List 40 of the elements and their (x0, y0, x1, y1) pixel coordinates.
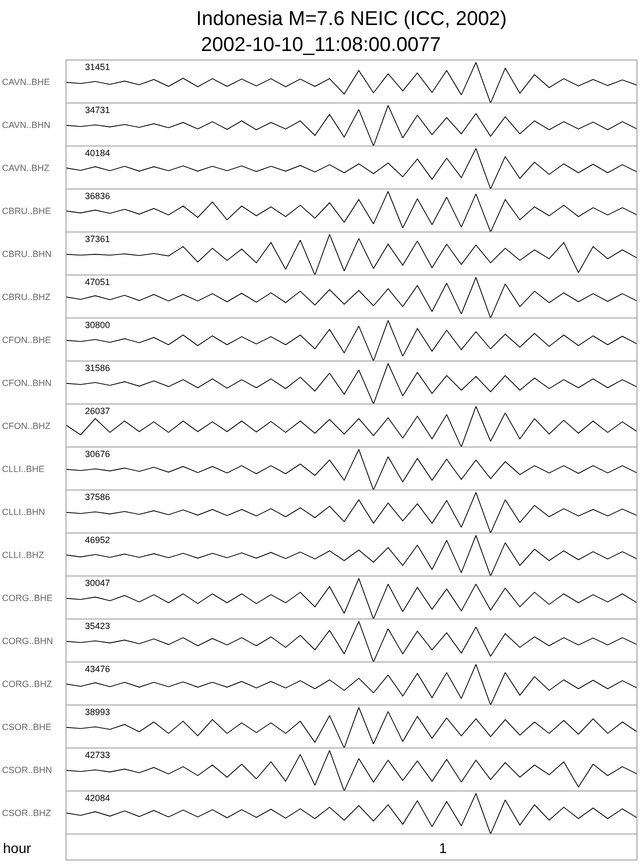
annotation: 30800 (85, 320, 110, 330)
y-axis-title: CBRU..BHN (2, 249, 52, 259)
annotation: 42733 (85, 750, 110, 760)
x-axis-title: hour (3, 840, 32, 856)
y-axis-title: CORG..BHE (2, 593, 53, 603)
y-axis-title: CLLI..BHN (2, 507, 46, 517)
annotation: 42084 (85, 793, 110, 803)
annotation: 35423 (85, 621, 110, 631)
y-axis-title: CBRU..BHE (2, 206, 52, 216)
y-axis-title: CFON..BHE (2, 335, 52, 345)
y-axis-title: CSOR..BHN (2, 765, 52, 775)
annotation: 46952 (85, 535, 110, 545)
annotation: 38993 (85, 707, 110, 717)
y-axis-title: CAVN..BHE (2, 77, 50, 87)
y-axis-title: CLLI..BHZ (2, 550, 45, 560)
y-axis-title: CLLI..BHE (2, 464, 45, 474)
y-axis-title: CSOR..BHE (2, 722, 52, 732)
chart-subtitle: 2002-10-10_11:08:00.0077 (201, 34, 441, 56)
annotation: 31586 (85, 363, 110, 373)
annotation: 30047 (85, 578, 110, 588)
annotation: 31451 (85, 62, 110, 72)
annotation: 37586 (85, 492, 110, 502)
text: 1 (439, 840, 447, 856)
y-axis-title: CFON..BHZ (2, 421, 51, 431)
annotation: 36836 (85, 191, 110, 201)
annotation: 34731 (85, 105, 110, 115)
y-axis-title: CORG..BHN (2, 636, 54, 646)
chart-title: Indonesia M=7.6 NEIC (ICC, 2002) (196, 8, 507, 30)
annotation: 26037 (85, 406, 110, 416)
y-axis-title: CORG..BHZ (2, 679, 53, 689)
annotation: 37361 (85, 234, 110, 244)
y-axis-title: CSOR..BHZ (2, 808, 52, 818)
annotation: 43476 (85, 664, 110, 674)
y-axis-title: CFON..BHN (2, 378, 52, 388)
annotation: 47051 (85, 277, 110, 287)
annotation: 40184 (85, 148, 110, 158)
y-axis-title: CBRU..BHZ (2, 292, 52, 302)
y-axis-title: CAVN..BHZ (2, 163, 50, 173)
annotation: 30676 (85, 449, 110, 459)
y-axis-title: CAVN..BHN (2, 120, 50, 130)
